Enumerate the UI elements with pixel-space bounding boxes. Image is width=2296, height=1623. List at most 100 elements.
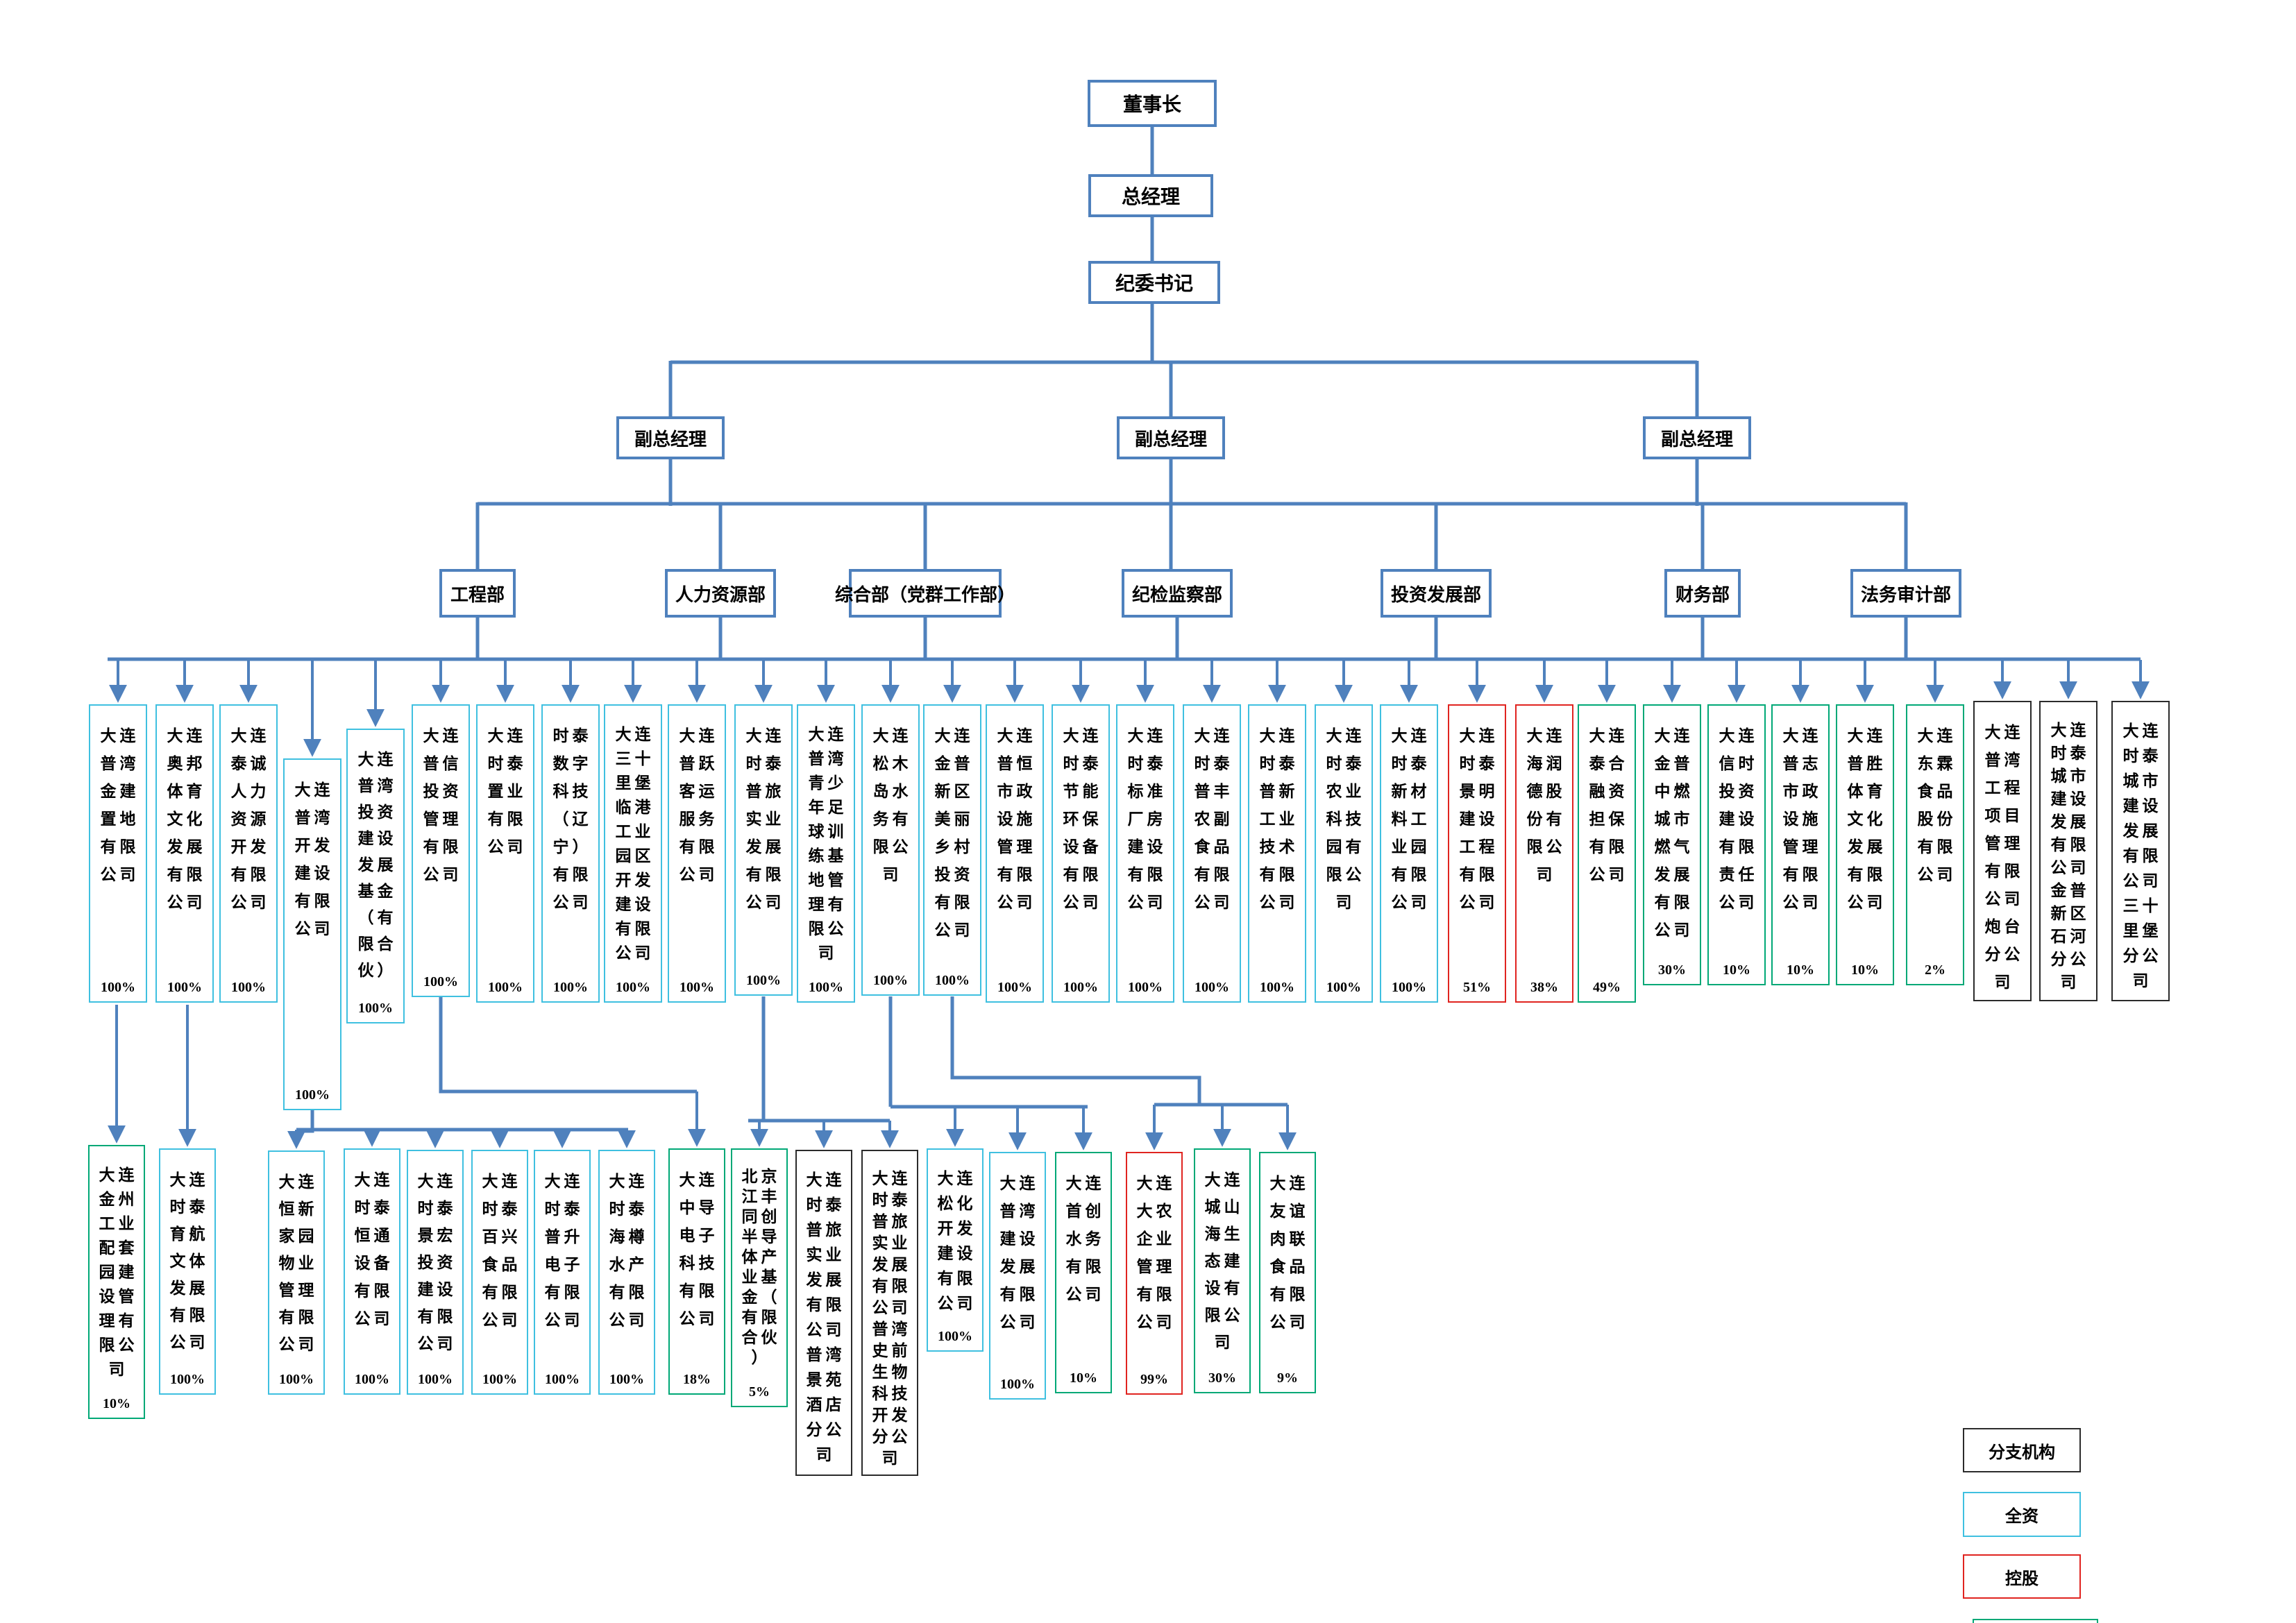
sub-subsidiary-box-ownership-pct: 100% xyxy=(418,1372,453,1387)
company-name-line: 限公 xyxy=(1526,838,1566,856)
subsidiary-box-name: 大连 时泰 城市 建设 发展 有限 公司 三十 里堡 分公司 xyxy=(2113,719,2168,994)
company-name-line: 普胜 xyxy=(1847,755,1886,772)
company-name-line: 大连 xyxy=(1917,727,1957,745)
company-name-line: 建设 xyxy=(615,896,655,913)
department-box-3: 综合部（党群工作部） xyxy=(835,569,1015,618)
company-name-line: 大连 xyxy=(1063,727,1102,745)
company-name-line: 松木 xyxy=(872,755,912,772)
company-name-line: 时泰 xyxy=(1459,755,1499,772)
company-name-line: 有限 xyxy=(997,866,1036,883)
company-name-line: 大连 xyxy=(294,781,334,799)
subsidiary-box-name: 大连 松木 岛水 务有 限公司 xyxy=(863,722,918,889)
company-name-line: 设管 xyxy=(99,1288,138,1305)
company-name-line: 公司 xyxy=(482,1311,521,1329)
company-name-line: 有限 xyxy=(806,1296,845,1314)
sub-subsidiary-box-name: 大连 时泰 育航 文体 发展 有限 公司 xyxy=(160,1166,214,1356)
subsidiary-box-name: 大连 时泰 农业 科技 园有 限公司 xyxy=(1316,722,1371,917)
company-name-line: 有限 xyxy=(100,838,140,856)
company-name-line: 工程 xyxy=(1984,779,2024,797)
subsidiary-box: 大连 时泰 农业 科技 园有 限公司 100% xyxy=(1315,704,1373,1003)
company-name-line: 管理 xyxy=(1984,835,2024,852)
company-name-line: 时泰 xyxy=(1259,755,1299,772)
subsidiary-box-name: 大连 时泰 标准 厂房 建设 有限 公司 xyxy=(1117,722,1173,917)
company-name-line: 限公 xyxy=(1204,1307,1244,1324)
company-name-line: （辽 xyxy=(552,810,592,828)
company-name-line: 有限 xyxy=(609,1284,648,1301)
company-name-line: 开发 xyxy=(294,837,334,854)
company-name-line: 普新 xyxy=(1259,783,1299,800)
company-name-line: 服务 xyxy=(679,810,718,828)
company-name-line: 建设 xyxy=(1459,810,1499,828)
company-name-line: 大连 xyxy=(1127,727,1167,745)
legend-item-全资: 全资 xyxy=(1963,1492,2081,1537)
company-name-line: 临港 xyxy=(615,799,655,816)
company-name-line: 发展 xyxy=(872,1256,911,1273)
sub-subsidiary-box: 大连 大农 企业 管理 有限 公司 99% xyxy=(1126,1152,1183,1395)
subsidiary-box-name: 大连 普湾 青少 年足 球训 练基 地管 理有 限公司 xyxy=(798,722,854,965)
company-name-line: 有限 xyxy=(1063,866,1102,883)
company-name-line: 大连 xyxy=(808,726,847,743)
company-name-line: 务有 xyxy=(872,810,912,828)
company-name-line: 大连 xyxy=(1459,727,1499,745)
company-name-line: 食品 xyxy=(482,1256,521,1273)
subsidiary-box-name: 大连 泰合 融资 担保 有限 公司 xyxy=(1579,722,1635,889)
company-name-line: 生物 xyxy=(872,1363,911,1381)
subsidiary-box: 大连 普恒 市政 设施 管理 有限 公司 100% xyxy=(986,704,1044,1003)
company-name-line: 大连 xyxy=(1259,727,1299,745)
company-name-line: 限合 xyxy=(357,935,397,953)
company-name-line: 司 xyxy=(1214,1334,1234,1351)
company-name-line: 有限 xyxy=(679,838,718,856)
company-name-line: 有限 xyxy=(423,838,462,856)
company-name-line: 金普 xyxy=(2050,882,2090,899)
subsidiary-box: 大连 普胜 体育 文化 发展 有限 公司 10% xyxy=(1836,704,1894,985)
company-name-line: 有限 xyxy=(615,920,655,937)
company-name-line: 公司 xyxy=(1589,866,1628,883)
company-name-line: 大连 xyxy=(487,727,527,745)
deputy-gm-box-2: 副总经理 xyxy=(1117,416,1225,459)
company-name-line: 同创 xyxy=(741,1208,781,1225)
company-name-line: 公司 xyxy=(1782,894,1822,911)
company-name-line: 金普 xyxy=(1654,755,1694,772)
company-name-line: 宁） xyxy=(552,838,592,856)
company-name-line: 有限 xyxy=(1782,866,1822,883)
company-name-line: 友谊 xyxy=(1269,1203,1309,1220)
company-name-line: 工业 xyxy=(99,1215,138,1232)
subsidiary-box-ownership-pct: 49% xyxy=(1593,980,1621,995)
subsidiary-box: 大连 普湾 金建 置地 有限 公司 100% xyxy=(89,704,147,1003)
company-name-line: 时泰 xyxy=(354,1199,394,1216)
sub-subsidiary-box: 大连 时泰 普旅 实业 发展 有限 公司 普湾 景苑 酒店 分公司 xyxy=(795,1150,852,1476)
company-name-line: 新区 xyxy=(2050,905,2090,922)
company-name-line: 科技 xyxy=(1326,810,1365,828)
sub-subsidiary-box-name: 大连 时泰 普升 电子 有限 公司 xyxy=(535,1168,589,1334)
company-name-line: 大连 xyxy=(99,1166,138,1184)
company-name-line: 限公 xyxy=(1326,866,1365,883)
company-name-line: 普恒 xyxy=(997,755,1036,772)
company-name-line: 三十 xyxy=(2122,897,2162,915)
company-name-line: 工业 xyxy=(1259,810,1299,828)
company-name-line: 设备 xyxy=(1063,838,1102,856)
company-name-line: 江丰 xyxy=(741,1188,781,1205)
company-name-line: 有限 xyxy=(679,1282,718,1300)
department-box-2-label: 人力资源部 xyxy=(675,584,766,605)
company-name-line: 司 xyxy=(1536,866,1556,883)
subsidiary-box: 大连 奥邦 体育 文化 发展 有限 公司 100% xyxy=(155,704,214,1003)
company-name-line: 有限 xyxy=(1269,1286,1309,1303)
company-name-line: 城市 xyxy=(1654,810,1694,828)
company-name-line: 数字 xyxy=(552,755,592,772)
company-name-line: 有限 xyxy=(1654,894,1694,911)
company-name-line: 工程 xyxy=(1459,838,1499,856)
company-name-line: 投资 xyxy=(417,1254,457,1271)
company-name-line: 有限 xyxy=(230,866,270,883)
company-name-line: 普旅 xyxy=(745,783,785,800)
subsidiary-box-name: 大连 时泰 普丰 农副 食品 有限 公司 xyxy=(1184,722,1240,917)
company-name-line: 开发 xyxy=(615,872,655,889)
company-name-line: ） xyxy=(751,1349,771,1366)
sub-subsidiary-box-name: 大连 恒新 家园 物业 管理 有限 公司 xyxy=(269,1169,323,1358)
sub-subsidiary-box-name: 大连 首创 水务 有限 公司 xyxy=(1056,1170,1111,1309)
company-name-line: 景明 xyxy=(1459,783,1499,800)
company-name-line: 金普 xyxy=(934,755,974,772)
company-name-line: 公司 xyxy=(1194,894,1233,911)
company-name-line: 态建 xyxy=(1204,1252,1244,1270)
company-name-line: 建设 xyxy=(999,1230,1039,1248)
company-name-line: 信时 xyxy=(1719,755,1758,772)
